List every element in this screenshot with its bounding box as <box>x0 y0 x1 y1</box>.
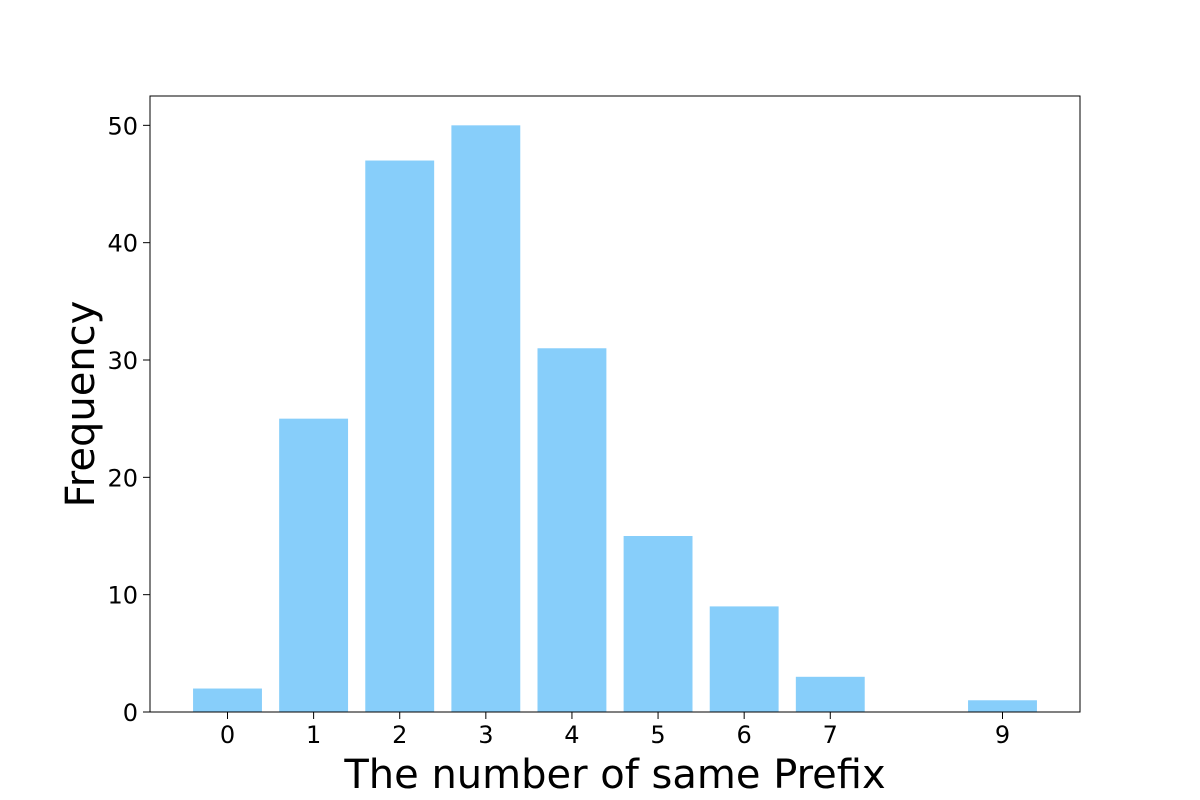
x-axis-title: The number of same Prefix <box>343 752 885 798</box>
x-tick-label-6: 6 <box>737 721 752 749</box>
y-tick-label-30: 30 <box>107 347 138 375</box>
bar-3 <box>451 125 521 713</box>
x-tick-label-1: 1 <box>306 721 321 749</box>
x-axis-ticks: 0 1 2 3 4 5 6 7 9 <box>220 712 1010 749</box>
y-axis-ticks: 0 10 20 30 40 50 <box>107 112 150 727</box>
y-tick-label-0: 0 <box>123 699 138 727</box>
y-tick-label-20: 20 <box>107 464 138 492</box>
y-tick-label-10: 10 <box>107 582 138 610</box>
bar-0 <box>193 688 262 712</box>
bar-7 <box>795 676 865 712</box>
plot-frame <box>149 95 1081 713</box>
x-tick-label-9: 9 <box>995 721 1010 749</box>
x-tick-label-5: 5 <box>650 721 665 749</box>
x-tick-label-4: 4 <box>564 721 579 749</box>
bars-group <box>193 125 1037 713</box>
y-axis-title: Frequency <box>58 301 104 508</box>
bar-2 <box>365 160 435 713</box>
x-tick-label-7: 7 <box>823 721 838 749</box>
bar-1 <box>279 418 349 712</box>
y-tick-label-50: 50 <box>107 112 138 140</box>
bar-6 <box>709 606 779 712</box>
y-tick-label-40: 40 <box>107 230 138 258</box>
bar-9 <box>968 700 1037 712</box>
x-tick-label-0: 0 <box>220 721 235 749</box>
bar-4 <box>537 348 607 712</box>
bar-5 <box>623 536 693 712</box>
x-tick-label-3: 3 <box>478 721 493 749</box>
x-tick-label-2: 2 <box>392 721 407 749</box>
